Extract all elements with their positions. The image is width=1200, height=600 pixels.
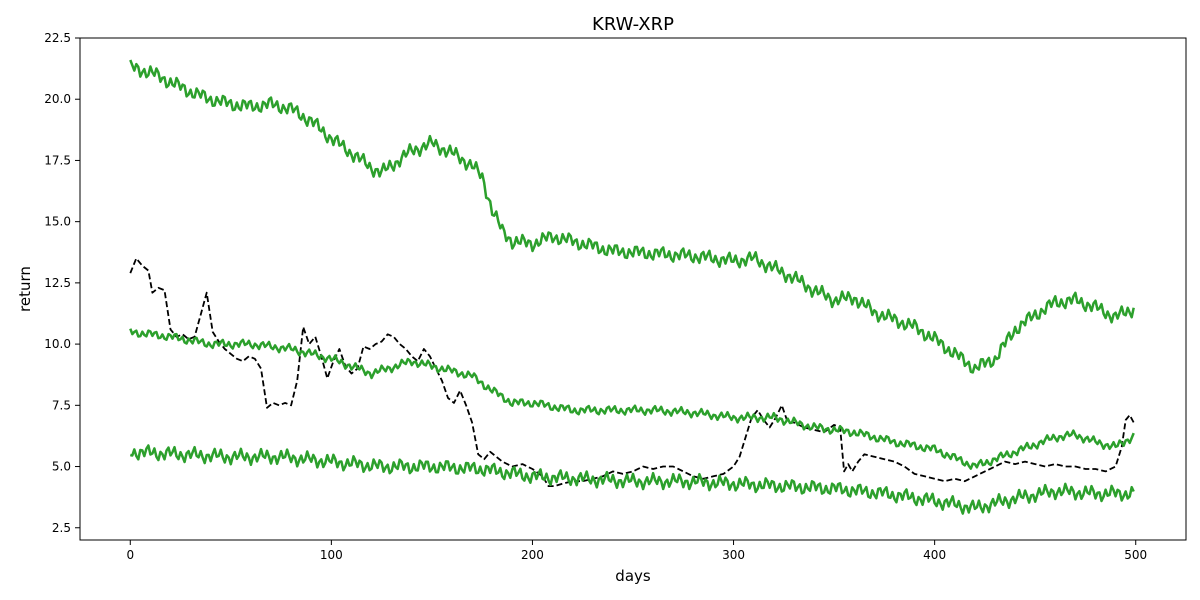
y-tick-label: 2.5 bbox=[52, 521, 71, 535]
y-tick-label: 20.0 bbox=[44, 92, 71, 106]
x-tick-label: 200 bbox=[521, 548, 544, 562]
series-line bbox=[129, 59, 1135, 374]
y-axis-label: return bbox=[16, 266, 34, 312]
y-tick-label: 15.0 bbox=[44, 215, 71, 229]
y-tick-label: 10.0 bbox=[44, 337, 71, 351]
y-axis: 2.5 5.0 7.5 10.0 12.5 15.0 17.5 20.0 22.5 bbox=[44, 31, 80, 535]
y-tick-label: 5.0 bbox=[52, 460, 71, 474]
series-line bbox=[129, 444, 1135, 515]
x-tick-label: 300 bbox=[722, 548, 745, 562]
chart-title: KRW-XRP bbox=[592, 14, 674, 35]
plot-frame bbox=[79, 37, 1187, 541]
x-tick-label: 0 bbox=[126, 548, 134, 562]
y-tick-label: 22.5 bbox=[44, 31, 71, 45]
y-tick-label: 12.5 bbox=[44, 276, 71, 290]
x-axis-label: days bbox=[615, 567, 651, 585]
x-tick-label: 100 bbox=[320, 548, 343, 562]
series-line bbox=[129, 328, 1135, 470]
x-axis: 0 100 200 300 400 500 bbox=[126, 540, 1147, 562]
y-tick-label: 7.5 bbox=[52, 398, 71, 412]
reference-line bbox=[129, 257, 1135, 488]
x-tick-label: 400 bbox=[923, 548, 946, 562]
x-tick-label: 500 bbox=[1124, 548, 1147, 562]
series-layer bbox=[129, 59, 1135, 515]
y-tick-label: 17.5 bbox=[44, 153, 71, 167]
